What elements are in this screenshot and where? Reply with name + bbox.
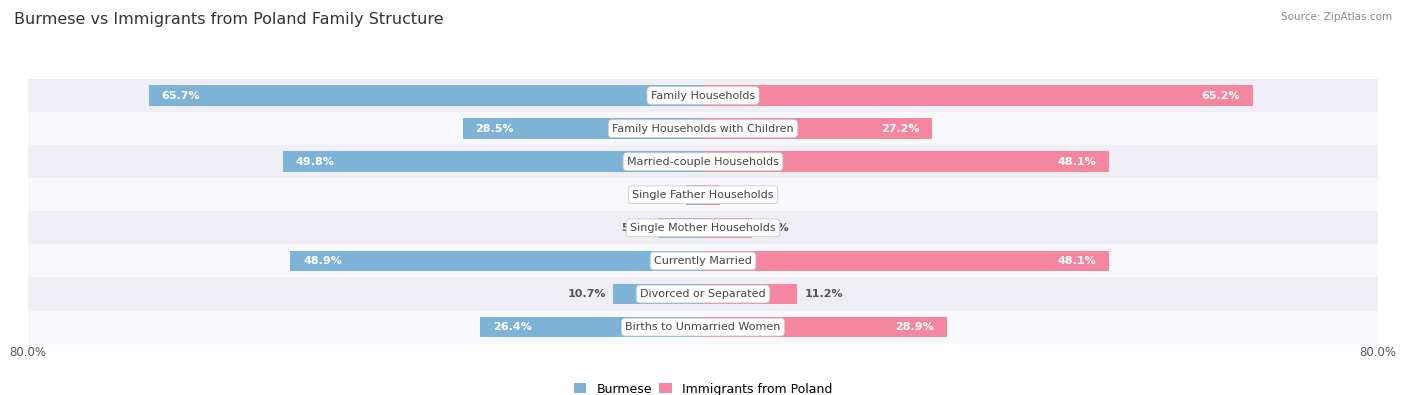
Bar xyxy=(703,118,932,139)
Bar xyxy=(703,251,1109,271)
Bar xyxy=(703,184,720,205)
Bar xyxy=(28,79,1378,112)
Bar xyxy=(703,284,797,304)
Bar xyxy=(613,284,703,304)
Text: 10.7%: 10.7% xyxy=(568,289,606,299)
Bar xyxy=(283,151,703,172)
Text: 27.2%: 27.2% xyxy=(882,124,920,134)
Text: 49.8%: 49.8% xyxy=(295,157,335,167)
Bar xyxy=(28,112,1378,145)
Bar xyxy=(28,245,1378,278)
Bar xyxy=(28,211,1378,245)
Bar xyxy=(291,251,703,271)
Text: Source: ZipAtlas.com: Source: ZipAtlas.com xyxy=(1281,12,1392,22)
Text: 28.9%: 28.9% xyxy=(896,322,934,332)
Bar xyxy=(463,118,703,139)
Text: 5.8%: 5.8% xyxy=(759,223,789,233)
Bar xyxy=(703,317,946,337)
Legend: Burmese, Immigrants from Poland: Burmese, Immigrants from Poland xyxy=(574,383,832,395)
Bar xyxy=(703,151,1109,172)
Text: 48.9%: 48.9% xyxy=(304,256,342,266)
Bar xyxy=(149,85,703,106)
Text: 65.2%: 65.2% xyxy=(1202,90,1240,101)
Bar xyxy=(481,317,703,337)
Text: 48.1%: 48.1% xyxy=(1057,157,1097,167)
Bar xyxy=(703,218,752,238)
Text: 2.0%: 2.0% xyxy=(727,190,758,200)
Text: Currently Married: Currently Married xyxy=(654,256,752,266)
Text: 48.1%: 48.1% xyxy=(1057,256,1097,266)
Text: 28.5%: 28.5% xyxy=(475,124,513,134)
Bar xyxy=(686,184,703,205)
Text: Family Households: Family Households xyxy=(651,90,755,101)
Text: 11.2%: 11.2% xyxy=(804,289,842,299)
Text: Births to Unmarried Women: Births to Unmarried Women xyxy=(626,322,780,332)
Bar xyxy=(703,85,1253,106)
Text: Single Mother Households: Single Mother Households xyxy=(630,223,776,233)
Text: Divorced or Separated: Divorced or Separated xyxy=(640,289,766,299)
Text: Family Households with Children: Family Households with Children xyxy=(612,124,794,134)
Text: 26.4%: 26.4% xyxy=(494,322,531,332)
Text: 65.7%: 65.7% xyxy=(162,90,200,101)
Bar xyxy=(28,277,1378,310)
Bar xyxy=(658,218,703,238)
Bar xyxy=(28,310,1378,344)
Text: 5.3%: 5.3% xyxy=(621,223,651,233)
Text: Married-couple Households: Married-couple Households xyxy=(627,157,779,167)
Bar xyxy=(28,145,1378,178)
Text: 2.0%: 2.0% xyxy=(648,190,679,200)
Text: Single Father Households: Single Father Households xyxy=(633,190,773,200)
Bar xyxy=(28,178,1378,211)
Text: Burmese vs Immigrants from Poland Family Structure: Burmese vs Immigrants from Poland Family… xyxy=(14,12,444,27)
